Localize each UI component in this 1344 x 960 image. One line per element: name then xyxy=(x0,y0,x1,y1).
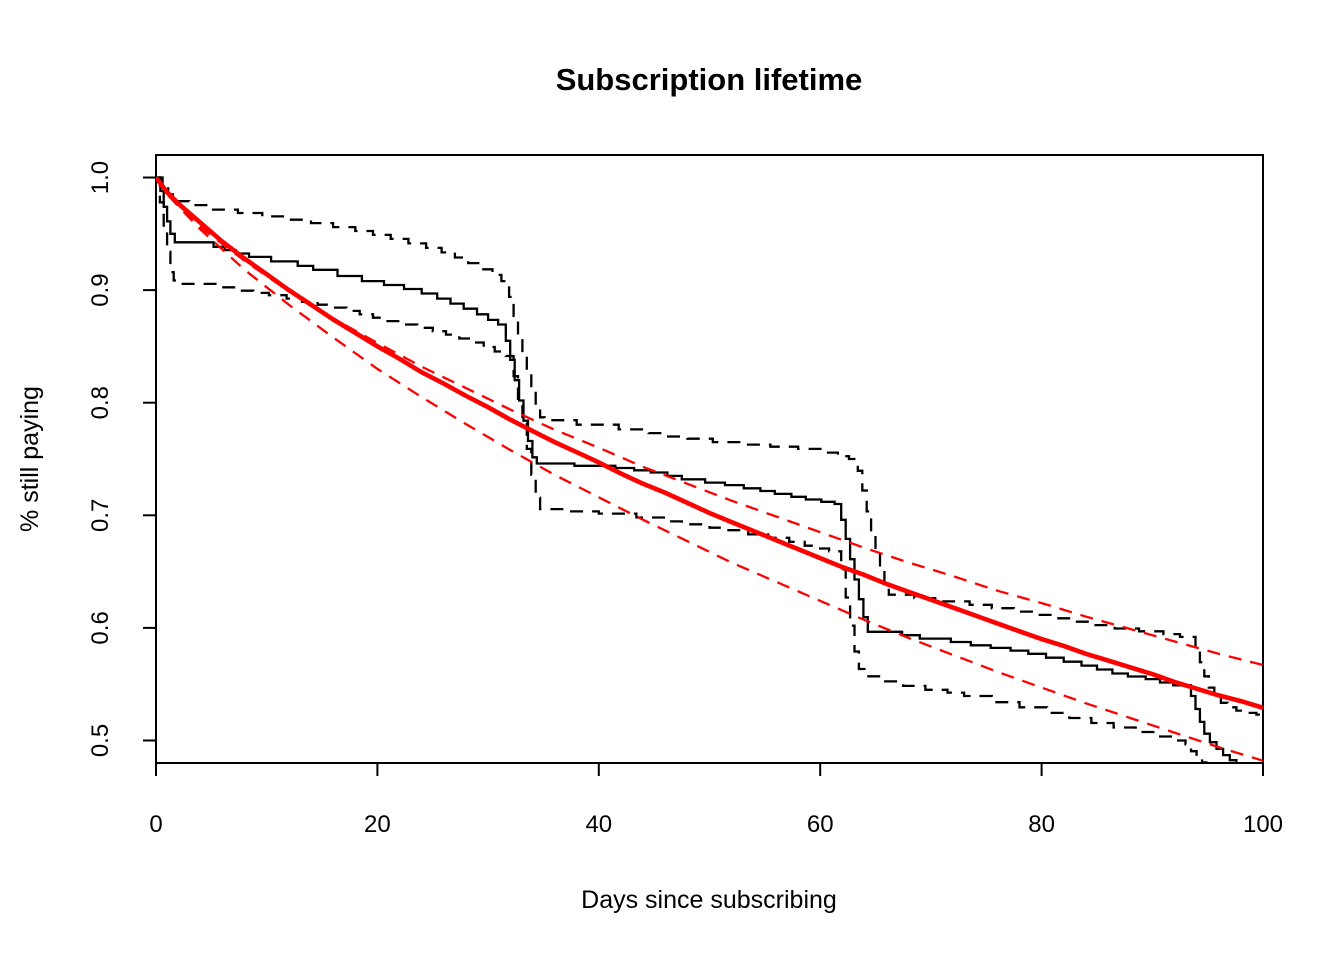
series-layer xyxy=(156,176,1263,763)
x-tick-label: 60 xyxy=(807,811,834,838)
km-upper-ci-curve xyxy=(156,176,1263,716)
km-estimate-curve xyxy=(156,176,1238,763)
y-tick-label: 0.7 xyxy=(87,499,114,532)
y-axis-title: % still paying xyxy=(16,386,44,532)
y-tick-label: 0.5 xyxy=(87,724,114,757)
chart-title: Subscription lifetime xyxy=(556,62,863,97)
parametric-fit-curve xyxy=(156,176,1263,711)
x-tick-label: 20 xyxy=(364,811,391,838)
fit-upper-ci-curve xyxy=(156,176,1263,667)
x-axis-title: Days since subscribing xyxy=(581,886,837,914)
fit-lower-ci-curve xyxy=(156,176,1263,762)
x-tick-label: 100 xyxy=(1243,811,1283,838)
y-tick-label: 0.8 xyxy=(87,386,114,419)
x-tick-label: 80 xyxy=(1028,811,1055,838)
y-tick-label: 0.6 xyxy=(87,611,114,644)
x-tick-label: 0 xyxy=(149,811,162,838)
axes-layer: 0 20 40 60 80 100 1.0 0.9 0.8 0.7 0.6 0.5 xyxy=(87,154,1283,838)
x-tick-label: 40 xyxy=(585,811,612,838)
y-tick-label: 1.0 xyxy=(87,161,114,194)
y-tick-label: 0.9 xyxy=(87,273,114,306)
plot-box xyxy=(155,154,1264,764)
